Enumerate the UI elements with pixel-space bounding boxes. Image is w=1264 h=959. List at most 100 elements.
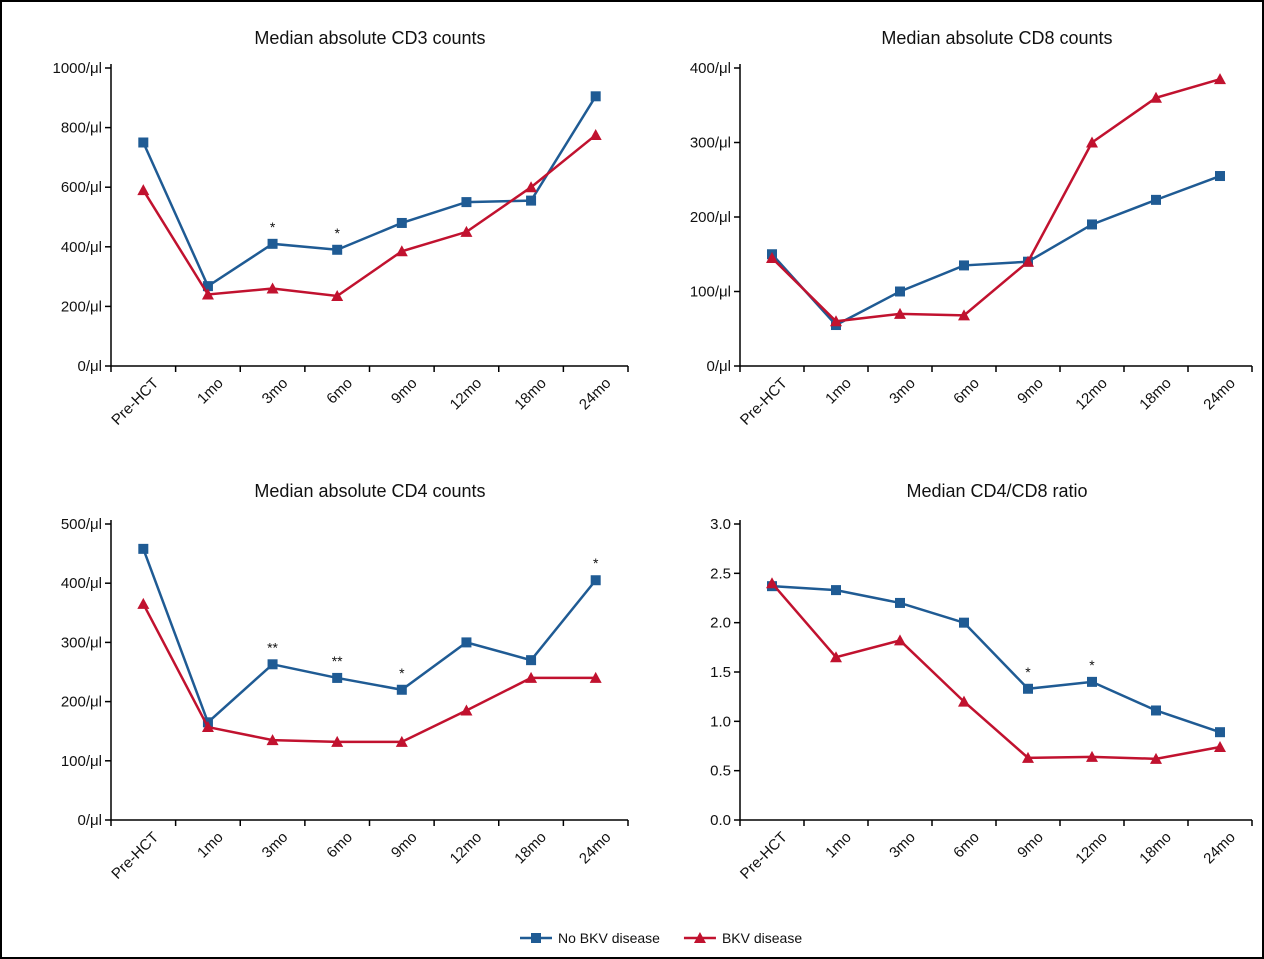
x-tick-label: 18mo: [1136, 829, 1175, 868]
x-tick-label: 3mo: [886, 829, 919, 862]
marker: [1215, 727, 1225, 738]
legend-marker: [531, 933, 541, 943]
marker: [201, 288, 214, 300]
y-tick-label: 500/μl: [61, 516, 102, 533]
marker: [1150, 91, 1162, 103]
annotation: *: [1089, 657, 1095, 673]
marker: [396, 217, 407, 228]
marker: [1214, 740, 1226, 752]
x-tick-label: 6mo: [950, 375, 983, 408]
y-tick-label: 3.0: [710, 516, 731, 533]
x-tick-label: 9mo: [1014, 375, 1047, 408]
chart-panel: Median absolute CD4 counts 0/μl 100/μl 200/…: [61, 481, 629, 883]
marker: [1151, 705, 1161, 716]
legend-marker: [693, 932, 706, 943]
marker: [460, 225, 473, 237]
marker: [894, 634, 906, 646]
x-tick-label: 6mo: [323, 375, 356, 408]
x-tick-label: 18mo: [511, 375, 550, 414]
y-tick-label: 0.5: [710, 763, 731, 780]
x-tick-label: Pre-HCT: [108, 375, 162, 429]
series-line: [142, 134, 597, 298]
x-tick-label: 1mo: [822, 829, 855, 862]
annotation: *: [334, 225, 340, 241]
marker: [590, 91, 601, 102]
marker: [590, 575, 601, 586]
marker: [766, 251, 778, 263]
marker: [526, 195, 537, 206]
marker: [137, 184, 150, 196]
x-tick-label: 12mo: [447, 829, 486, 868]
x-tick-label: 3mo: [259, 829, 292, 862]
marker: [1022, 751, 1034, 763]
y-tick-label: 400/μl: [61, 575, 102, 592]
marker: [461, 197, 472, 208]
y-tick-label: 200/μl: [690, 209, 731, 226]
y-tick-label: 600/μl: [61, 179, 102, 196]
x-tick-label: 24mo: [1200, 829, 1239, 868]
chart-title: Median absolute CD4 counts: [254, 481, 485, 501]
marker: [266, 734, 279, 746]
marker: [1022, 255, 1034, 267]
y-tick-label: 400/μl: [61, 239, 102, 256]
marker: [461, 637, 472, 648]
marker: [895, 286, 905, 297]
y-tick-label: 0/μl: [78, 358, 103, 375]
chart-panel: Median absolute CD8 counts 0/μl 100/μl 200/…: [690, 28, 1253, 429]
x-tick-label: 1mo: [194, 829, 227, 862]
marker: [589, 129, 602, 141]
marker: [589, 671, 602, 683]
legend-label: No BKV disease: [558, 930, 660, 946]
annotation: *: [593, 555, 599, 571]
series-line: [771, 582, 1221, 761]
y-tick-label: 100/μl: [61, 753, 102, 770]
x-tick-label: 24mo: [1200, 375, 1239, 414]
marker: [267, 659, 278, 670]
marker: [395, 245, 408, 257]
legend: No BKV disease BKV disease: [520, 930, 802, 946]
marker: [959, 617, 969, 628]
marker: [138, 543, 149, 554]
marker: [959, 260, 969, 271]
x-tick-label: 1mo: [194, 375, 227, 408]
x-tick-label: Pre-HCT: [108, 829, 162, 883]
x-tick-label: 12mo: [447, 375, 486, 414]
y-tick-label: 0/μl: [78, 812, 103, 829]
marker: [766, 577, 778, 589]
marker: [138, 137, 149, 148]
marker: [331, 735, 344, 747]
chart-title: Median absolute CD3 counts: [254, 28, 485, 48]
y-tick-label: 800/μl: [61, 120, 102, 137]
annotation: **: [267, 639, 278, 655]
marker: [895, 597, 905, 608]
marker: [958, 695, 970, 707]
legend-label: BKV disease: [722, 930, 802, 946]
marker: [894, 307, 906, 319]
marker: [831, 585, 841, 596]
y-tick-label: 1.0: [710, 713, 731, 730]
marker: [460, 704, 473, 716]
y-tick-label: 200/μl: [61, 694, 102, 711]
x-tick-label: 18mo: [1136, 375, 1175, 414]
y-tick-label: 300/μl: [61, 634, 102, 651]
marker: [525, 181, 538, 193]
y-tick-label: 2.5: [710, 565, 731, 582]
x-tick-label: 9mo: [388, 375, 421, 408]
x-tick-label: 3mo: [886, 375, 919, 408]
x-tick-label: 18mo: [511, 829, 550, 868]
annotation: *: [270, 219, 276, 235]
marker: [1086, 750, 1098, 762]
annotation: **: [332, 653, 343, 669]
marker: [1150, 752, 1162, 764]
x-tick-label: 12mo: [1072, 829, 1111, 868]
marker: [332, 672, 343, 683]
x-tick-label: 24mo: [576, 375, 615, 414]
marker: [1087, 676, 1097, 687]
marker: [267, 238, 278, 249]
marker: [958, 309, 970, 321]
y-tick-label: 0/μl: [707, 358, 732, 375]
marker: [266, 282, 279, 294]
chart-panel: Median absolute CD3 counts 0/μl 200/μl 400/…: [52, 28, 629, 429]
